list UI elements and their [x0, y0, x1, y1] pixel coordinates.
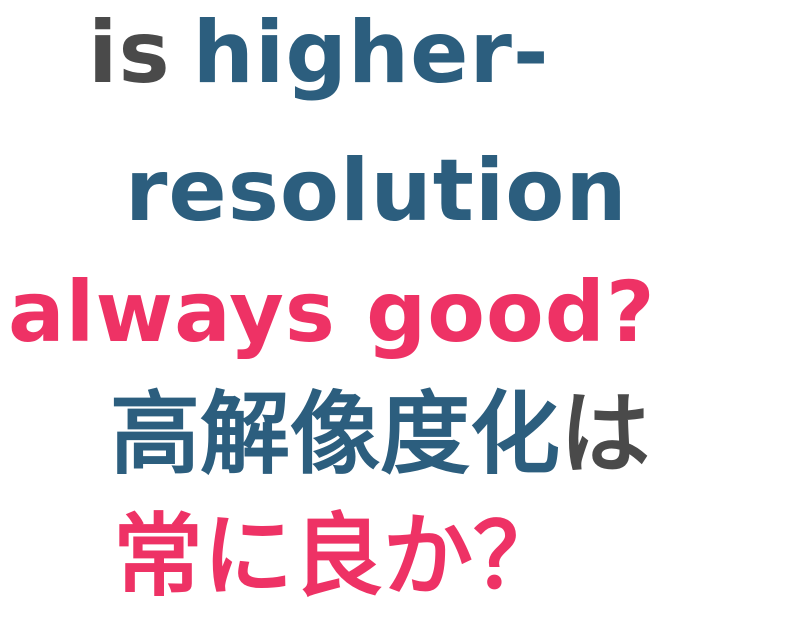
headline-line-1: is higher-: [88, 10, 550, 96]
word-is: is: [88, 3, 171, 103]
japanese-particle: は: [560, 382, 650, 487]
word-higher: higher-: [192, 3, 550, 103]
headline-line-2: resolution: [125, 141, 628, 241]
japanese-line-1: 高解像度化は: [110, 390, 650, 480]
japanese-main-term: 高解像度化: [110, 382, 560, 487]
japanese-line-2: 常に良か？: [113, 504, 563, 609]
headline-line-3: always good?: [8, 263, 656, 361]
